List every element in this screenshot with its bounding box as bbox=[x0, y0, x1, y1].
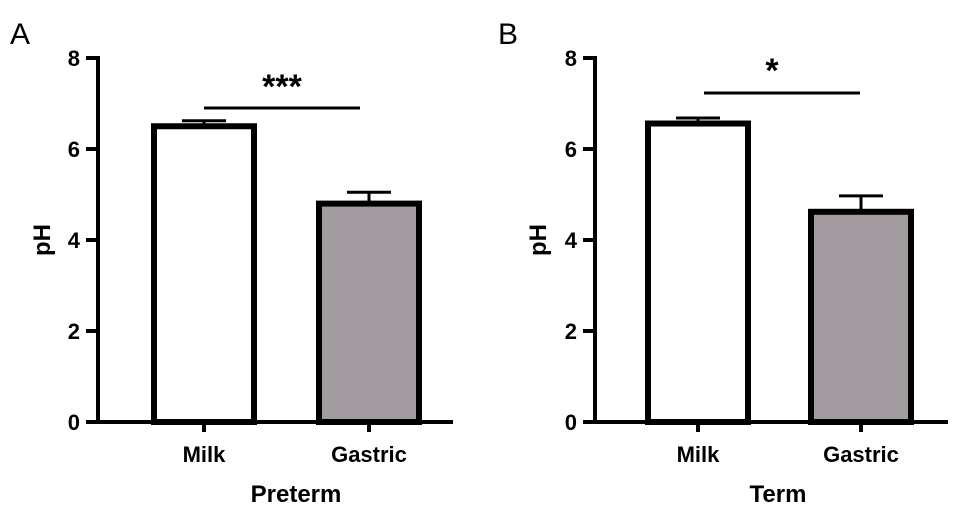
panel-b-y-axis-title: pH bbox=[525, 224, 552, 256]
panel-b-y-tick-label-6: 6 bbox=[565, 137, 577, 162]
panel-a-significance-label: *** bbox=[262, 68, 302, 106]
panel-a-y-tick-label-6: 6 bbox=[68, 137, 80, 162]
panel-a-y-tick-label-4: 4 bbox=[68, 228, 81, 253]
panel-b-x-axis-title: Term bbox=[750, 481, 807, 508]
panel-a-y-tick-label-8: 8 bbox=[68, 46, 80, 71]
panel-b-category-label-gastric: Gastric bbox=[823, 442, 899, 467]
panel-a-category-label-milk: Milk bbox=[183, 442, 227, 467]
panel-a-y-axis-title: pH bbox=[29, 224, 56, 256]
panel-b-category-label-milk: Milk bbox=[677, 442, 721, 467]
panel-a-x-axis-title: Preterm bbox=[251, 481, 342, 508]
panel-a-y-tick-label-2: 2 bbox=[68, 319, 80, 344]
panel-a-bar-milk bbox=[154, 126, 254, 422]
panel-b-y-tick-label-0: 0 bbox=[565, 410, 577, 435]
panel-a-letter: A bbox=[10, 18, 30, 51]
panel-b-bar-gastric bbox=[811, 212, 911, 422]
panel-a-category-label-gastric: Gastric bbox=[331, 442, 407, 467]
panel-b-y-tick-label-8: 8 bbox=[565, 46, 577, 71]
panel-a-y-tick-label-0: 0 bbox=[68, 410, 80, 435]
panel-b-bar-milk bbox=[648, 124, 748, 422]
panel-b-y-tick-label-4: 4 bbox=[565, 228, 578, 253]
panel-b-y-tick-label-2: 2 bbox=[565, 319, 577, 344]
panel-b-significance-label: * bbox=[765, 52, 779, 90]
panel-b-letter: B bbox=[498, 18, 518, 51]
panel-a-bar-gastric bbox=[319, 204, 419, 422]
